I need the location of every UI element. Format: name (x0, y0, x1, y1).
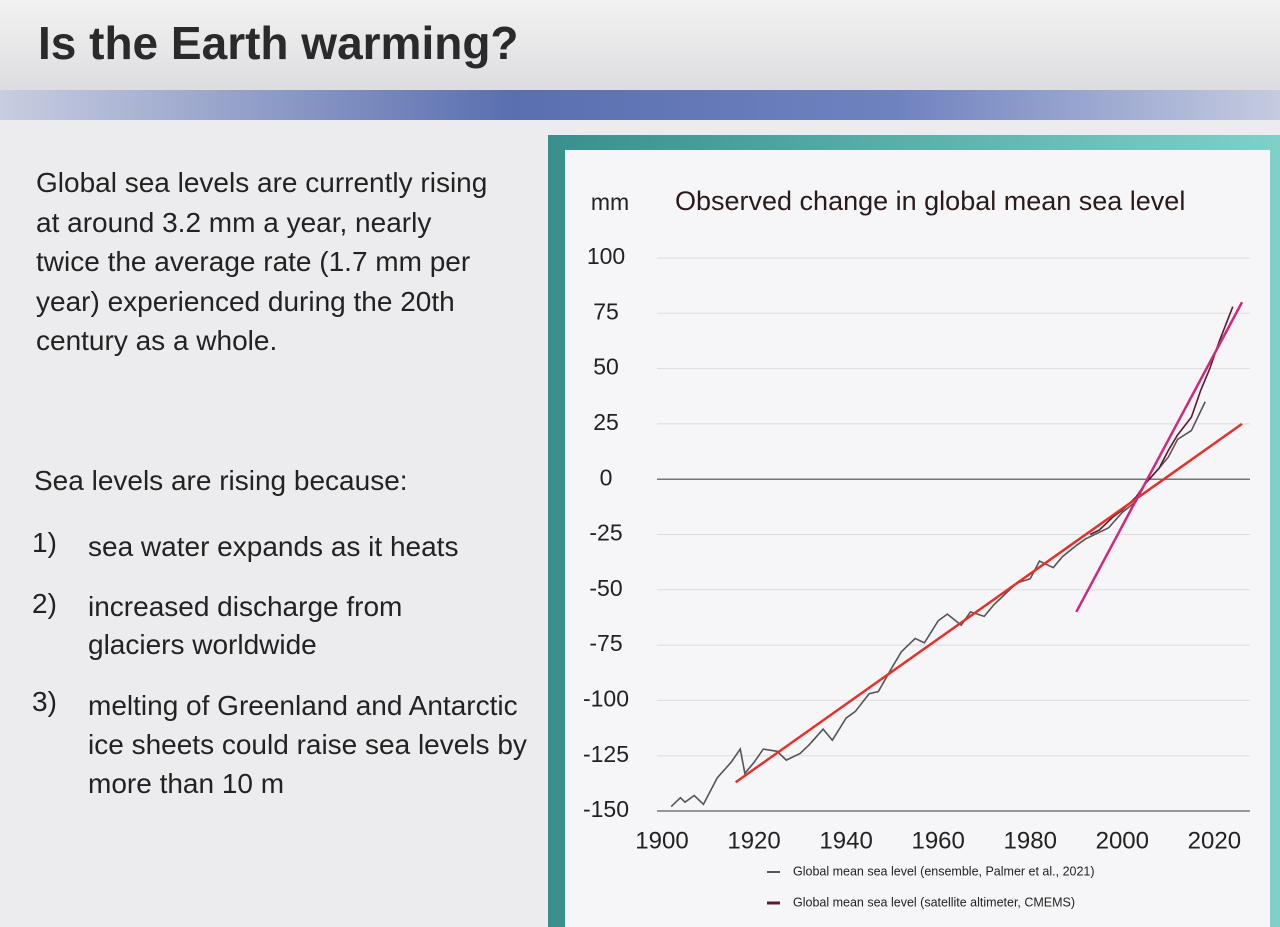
legend-label: Global mean sea level (ensemble, Palmer … (793, 864, 1095, 878)
series-line (1089, 306, 1234, 536)
chart-panel (565, 150, 1270, 927)
x-tick-label: 1940 (819, 827, 872, 854)
trend-line (1075, 301, 1244, 613)
header (0, 0, 1280, 95)
y-tick-label: 50 (593, 354, 619, 380)
y-tick-label: 100 (587, 243, 625, 269)
y-tick-label: 75 (593, 298, 619, 324)
header-bar (0, 90, 1280, 120)
x-tick-label: 1980 (1004, 827, 1057, 854)
y-unit: mm (591, 189, 629, 215)
x-tick-label: 2020 (1188, 827, 1241, 854)
intro-text: Global sea levels are currently rising a… (36, 167, 488, 356)
legend-label: Global mean sea level (satellite altimet… (793, 895, 1075, 909)
y-tick-label: -75 (589, 630, 622, 656)
chart-title: Observed change in global mean sea level (675, 186, 1185, 216)
y-tick-label: 25 (593, 409, 619, 435)
reason-number: 3) (32, 686, 57, 717)
reason-text: melting of Greenland and Antarctic ice s… (88, 690, 527, 799)
x-tick-label: 1900 (635, 827, 688, 854)
y-tick-label: 0 (600, 464, 613, 490)
reason-text: increased discharge from glaciers worldw… (88, 591, 403, 660)
trend-line (734, 422, 1243, 784)
reason-text: sea water expands as it heats (88, 531, 459, 562)
y-tick-label: -150 (583, 796, 629, 822)
reason-number: 2) (32, 588, 57, 619)
y-tick-label: -100 (583, 685, 629, 711)
x-tick-label: 2000 (1096, 827, 1149, 854)
reason-number: 1) (32, 527, 57, 558)
list-heading: Sea levels are rising because: (34, 465, 408, 496)
slide-title: Is the Earth warming? (38, 17, 519, 69)
y-tick-label: -50 (589, 575, 622, 601)
series-line (670, 401, 1206, 808)
y-tick-label: -125 (583, 741, 629, 767)
x-tick-label: 1920 (727, 827, 780, 854)
x-tick-label: 1960 (911, 827, 964, 854)
y-tick-label: -25 (589, 520, 622, 546)
